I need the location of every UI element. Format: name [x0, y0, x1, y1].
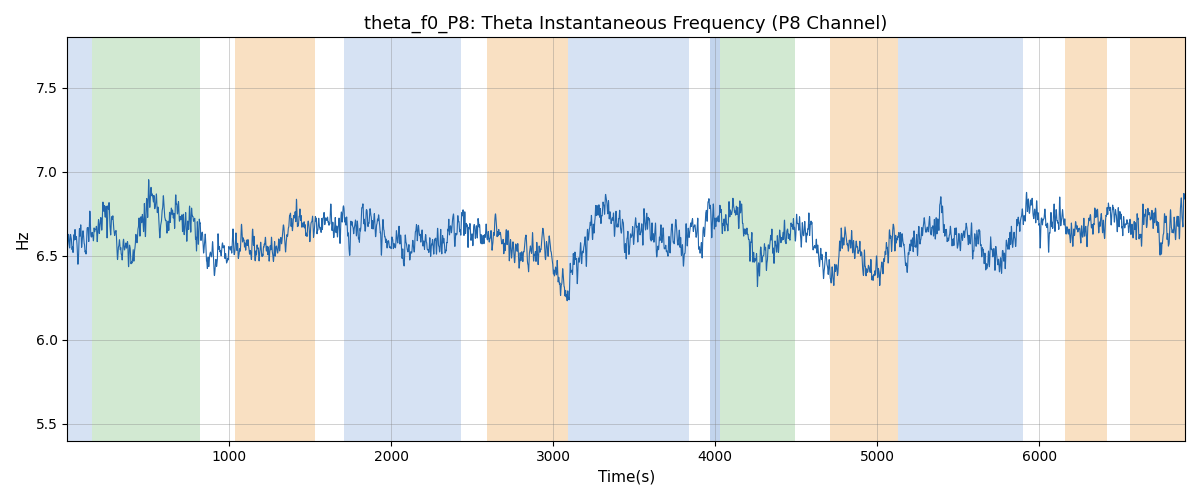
Bar: [720, 38, 794, 440]
Bar: [1066, 38, 1108, 440]
X-axis label: Time(s): Time(s): [598, 470, 655, 485]
Bar: [830, 38, 899, 440]
Title: theta_f0_P8: Theta Instantaneous Frequency (P8 Channel): theta_f0_P8: Theta Instantaneous Frequen…: [365, 15, 888, 34]
Bar: [235, 38, 316, 440]
Bar: [67, 38, 92, 440]
Bar: [487, 38, 568, 440]
Bar: [344, 38, 461, 440]
Bar: [92, 38, 200, 440]
Y-axis label: Hz: Hz: [16, 230, 30, 249]
Bar: [1130, 38, 1186, 440]
Bar: [899, 38, 1024, 440]
Bar: [710, 38, 720, 440]
Bar: [568, 38, 689, 440]
